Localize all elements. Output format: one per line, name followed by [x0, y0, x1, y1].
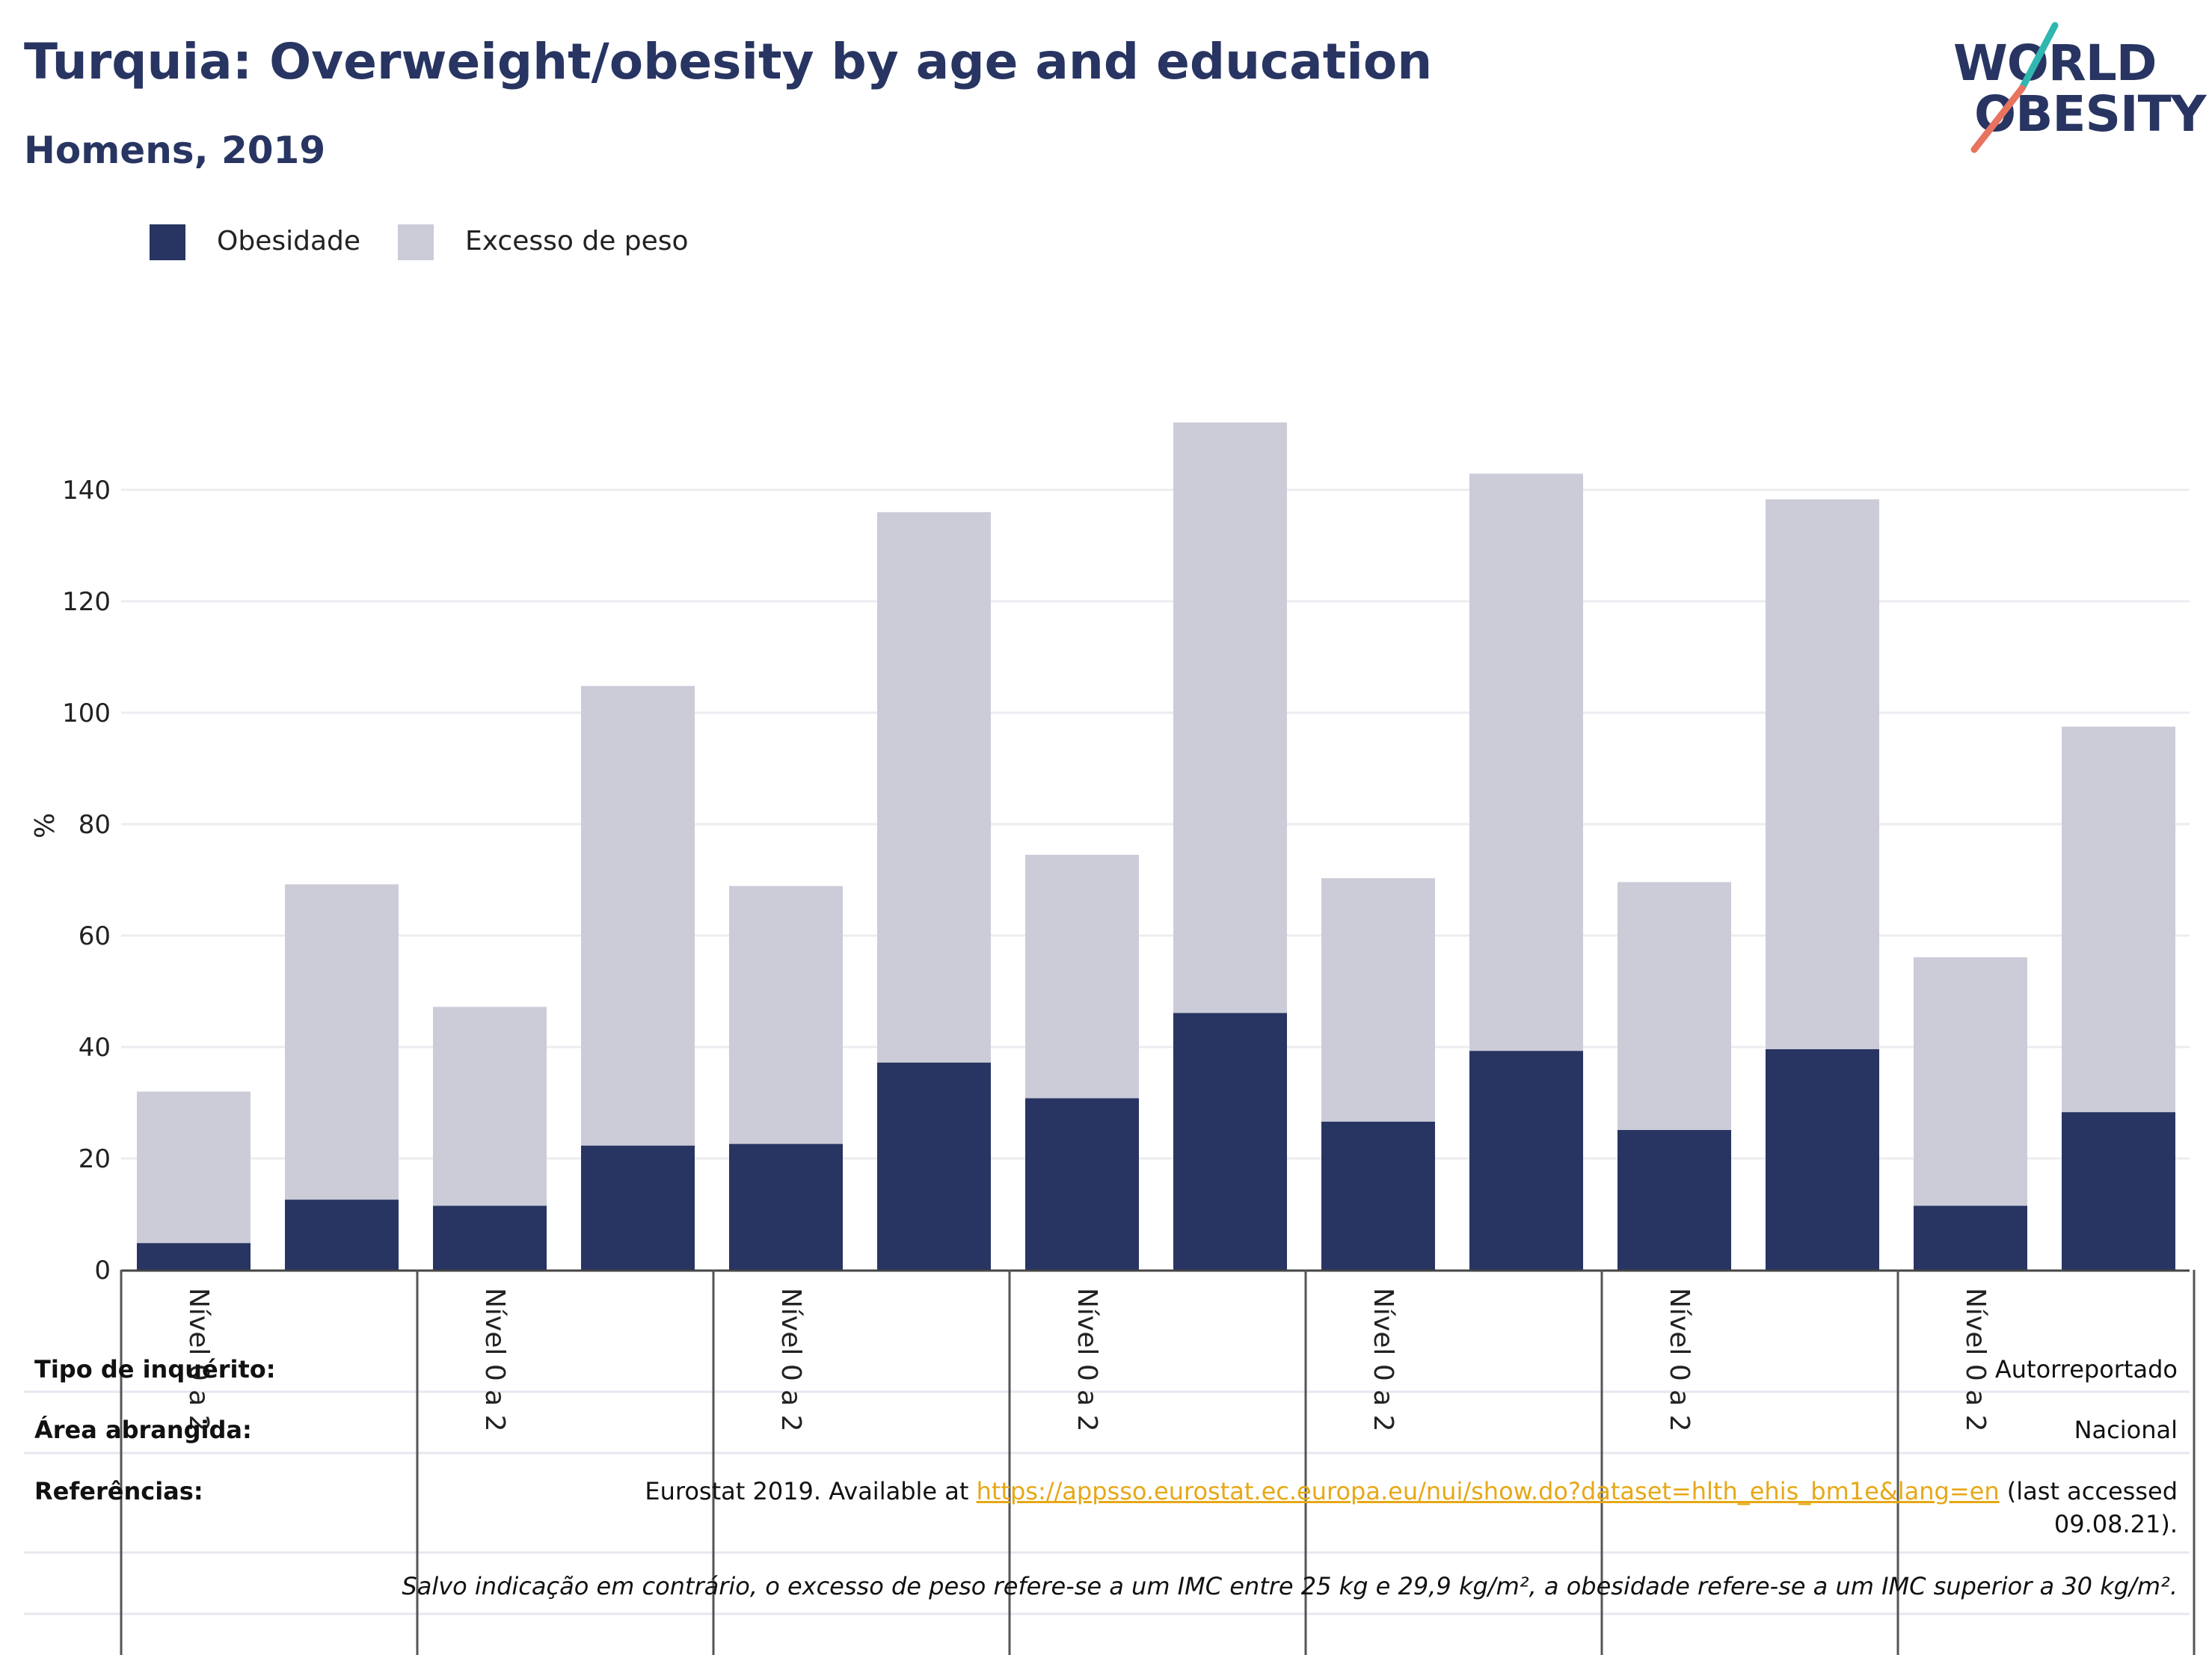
eurostat-link[interactable]: https://appsso.eurostat.ec.europa.eu/nui…: [976, 1477, 2000, 1505]
legend-swatch-overweight: [398, 224, 434, 260]
bar-obesity: [1173, 1013, 1287, 1270]
bar-obesity: [581, 1145, 695, 1270]
bar-overweight: [729, 885, 843, 1144]
definition-note: Salvo indicação em contrário, o excesso …: [402, 1572, 2178, 1600]
y-tick-label: 100: [62, 698, 111, 728]
x-group-label: Nível 0 a 2: [1368, 1288, 1398, 1432]
logo-word-world: WORLD: [1953, 34, 2157, 92]
bar-overweight: [433, 1007, 547, 1206]
bar-obesity: [1469, 1051, 1583, 1270]
bar-overweight: [877, 512, 991, 1063]
y-tick-label: 60: [79, 921, 111, 951]
bar-overweight: [2062, 726, 2175, 1113]
legend-label-overweight: Excesso de peso: [465, 226, 689, 257]
references-value: Eurostat 2019. Available at https://apps…: [645, 1477, 2178, 1505]
x-group-label: Nível 0 a 2: [183, 1288, 214, 1432]
area-label: Área abrangida:: [34, 1416, 252, 1444]
bar-obesity: [1025, 1098, 1139, 1270]
bar-overweight: [285, 884, 399, 1200]
survey-type-value: Autorreportado: [1994, 1355, 2178, 1384]
page-title: Turquia: Overweight/obesity by age and e…: [24, 33, 1433, 90]
bar-overweight: [1469, 473, 1583, 1051]
bar-overweight: [1766, 499, 1879, 1049]
bar-obesity: [1914, 1206, 2027, 1270]
x-group-label: Nível 0 a 2: [479, 1288, 510, 1432]
bar-obesity: [877, 1062, 991, 1270]
survey-type-label: Tipo de inquérito:: [34, 1355, 276, 1384]
bar-obesity: [1766, 1048, 1879, 1270]
bar-overweight: [581, 686, 695, 1146]
x-group-label: Nível 0 a 2: [1664, 1288, 1695, 1432]
x-group-label: Nível 0 a 2: [1960, 1288, 1991, 1432]
area-value: Nacional: [2074, 1416, 2178, 1444]
bar-overweight: [137, 1091, 251, 1244]
bar-obesity: [729, 1143, 843, 1270]
legend-swatch-obesity: [150, 224, 185, 260]
logo-slash-icon: [1970, 22, 2059, 153]
bar-obesity: [1617, 1130, 1731, 1270]
legend-label-obesity: Obesidade: [217, 226, 361, 257]
references-suffix: (last accessed: [1999, 1477, 2178, 1505]
y-tick-label: 40: [79, 1033, 111, 1063]
bar-obesity: [285, 1200, 399, 1270]
bar-overweight: [1025, 854, 1139, 1099]
bar-obesity: [433, 1206, 547, 1270]
x-group-label: Nível 0 a 2: [1072, 1288, 1102, 1432]
y-tick-label: 120: [62, 587, 111, 617]
y-tick-label: 20: [79, 1144, 111, 1174]
x-group-label: Nível 0 a 2: [775, 1288, 806, 1432]
references-date: 09.08.21).: [2053, 1510, 2178, 1538]
bar-overweight: [1617, 882, 1731, 1131]
page-subtitle: Homens, 2019: [24, 129, 326, 172]
bar-obesity: [2062, 1112, 2175, 1270]
references-prefix: Eurostat 2019. Available at: [645, 1477, 977, 1505]
bar-overweight: [1914, 957, 2027, 1206]
y-tick-label: 80: [79, 810, 111, 840]
y-tick-label: 0: [94, 1256, 111, 1286]
world-obesity-logo: WORLD OBESITY: [1944, 21, 2206, 156]
bar-overweight: [1321, 878, 1435, 1122]
bar-obesity: [137, 1243, 251, 1270]
y-axis-label: %: [30, 813, 61, 838]
bar-overweight: [1173, 422, 1287, 1013]
references-label: Referências:: [34, 1477, 203, 1505]
bar-obesity: [1321, 1121, 1435, 1270]
y-tick-label: 140: [62, 476, 111, 506]
